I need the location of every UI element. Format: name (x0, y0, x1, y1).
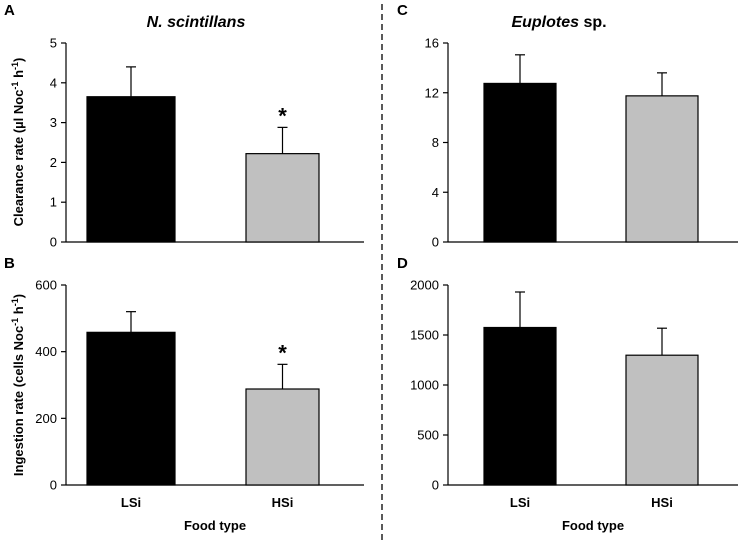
column-title-right: Euplotes sp. (511, 14, 606, 31)
bar-lsi (86, 96, 176, 243)
category-label: HSi (651, 495, 673, 510)
panel-letter: C (397, 2, 408, 19)
y-tick-label: 8 (432, 135, 439, 150)
column-title-right-normal: sp. (579, 14, 607, 31)
bar-hsi (245, 388, 320, 486)
y-tick-label: 1500 (410, 328, 439, 343)
y-tick-label: 4 (432, 185, 439, 200)
y-tick-label: 4 (50, 75, 57, 90)
y-tick-label: 12 (425, 85, 439, 100)
panel-d-chart: D 0 500 1000 1500 2000 LSi HSi Food type (397, 255, 738, 533)
y-tick-label: 2 (50, 155, 57, 170)
category-label: HSi (272, 495, 294, 510)
panel-letter: B (4, 255, 15, 272)
panel-b-chart: B 0 200 400 600 * LSi HSi Food type Ingestion rat… (4, 255, 364, 533)
bar-hsi (625, 95, 699, 243)
panel-letter: A (4, 2, 15, 19)
bar-lsi (483, 82, 557, 243)
panel-a-chart: A 0 1 2 3 4 5 * Clearance rate (µl Noc-1 h-1) (4, 2, 364, 250)
bar-hsi (625, 354, 699, 486)
x-axis-title: Food type (184, 518, 246, 533)
y-tick-label: 1 (50, 195, 57, 210)
y-tick-label: 0 (50, 235, 57, 250)
y-tick-label: 0 (432, 478, 439, 493)
panel-letter: D (397, 255, 408, 272)
y-tick-label: 0 (432, 235, 439, 250)
y-tick-label: 0 (50, 478, 57, 493)
x-axis-title: Food type (562, 518, 624, 533)
significance-marker: * (278, 340, 287, 365)
column-title-right-italic: Euplotes (511, 14, 579, 31)
bar-lsi (483, 326, 557, 486)
y-tick-label: 500 (417, 428, 439, 443)
column-title-left: N. scintillans (147, 14, 246, 31)
panel-c-chart: C 0 4 8 12 16 (397, 2, 738, 250)
significance-marker: * (278, 103, 287, 128)
column-title-left-italic: N. scintillans (147, 14, 246, 31)
y-tick-label: 2000 (410, 278, 439, 293)
category-label: LSi (121, 495, 141, 510)
bar-lsi (86, 331, 176, 486)
y-tick-label: 3 (50, 115, 57, 130)
y-tick-label: 400 (35, 344, 57, 359)
category-label: LSi (510, 495, 530, 510)
y-tick-label: 600 (35, 278, 57, 293)
bar-hsi (245, 153, 320, 243)
y-tick-label: 5 (50, 36, 57, 51)
y-axis-title: Ingestion rate (cells Noc-1 h-1) (10, 294, 26, 476)
y-tick-label: 1000 (410, 378, 439, 393)
y-axis-title: Clearance rate (µl Noc-1 h-1) (10, 58, 26, 227)
y-tick-label: 200 (35, 411, 57, 426)
y-tick-label: 16 (425, 36, 439, 51)
